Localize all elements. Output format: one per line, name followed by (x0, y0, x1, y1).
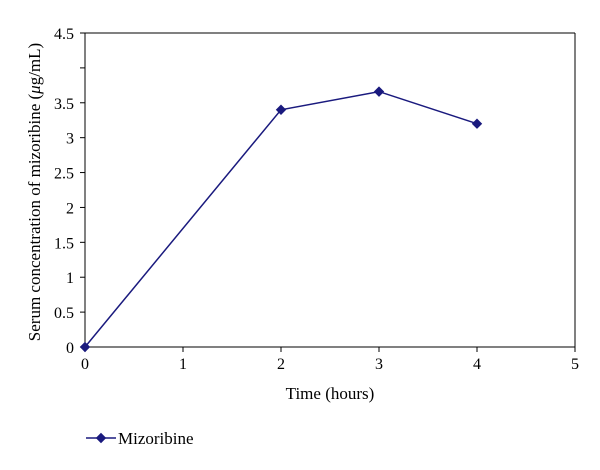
y-ticks: 0 0.5 1 1.5 2 2.5 3 3.5 4.5 (54, 26, 85, 357)
y-tick-label: 2 (66, 200, 74, 217)
legend-entry-mizoribine: Mizoribine (118, 429, 194, 448)
y-axis-title-part-1: Serum concentration of mizoribine ( (25, 94, 44, 342)
y-tick-label: 3.5 (54, 96, 74, 113)
series-line-mizoribine (84, 90, 478, 348)
data-point (275, 104, 287, 115)
x-tick-label: 1 (179, 356, 187, 373)
x-tick-label: 4 (473, 356, 481, 373)
data-point (471, 118, 483, 129)
x-tick-label: 3 (375, 356, 383, 373)
x-tick-label: 2 (277, 356, 285, 373)
y-axis-title-part-3: g/mL) (25, 43, 44, 86)
legend-swatch-marker (95, 432, 107, 444)
x-tick-label: 5 (571, 356, 579, 373)
y-tick-label: 1 (66, 270, 74, 287)
y-tick-label: 4.5 (54, 26, 74, 43)
x-ticks: 0 1 2 3 4 5 (81, 347, 579, 373)
y-tick-label: 1.5 (54, 235, 74, 252)
legend: Mizoribine (86, 429, 194, 448)
x-tick-label: 0 (81, 356, 89, 373)
y-axis-title-part-2: μ (25, 85, 44, 95)
data-point (373, 86, 385, 97)
data-point (79, 341, 91, 353)
y-tick-label: 0.5 (54, 305, 74, 322)
plot-area (84, 32, 576, 348)
y-tick-label: 2.5 (54, 166, 74, 183)
y-axis-title: Serum concentration of mizoribine (μg/mL… (25, 43, 44, 341)
series-layer (79, 86, 483, 353)
x-axis-title: Time (hours) (286, 384, 375, 403)
y-tick-label: 0 (66, 340, 74, 357)
y-tick-label: 3 (66, 131, 74, 148)
